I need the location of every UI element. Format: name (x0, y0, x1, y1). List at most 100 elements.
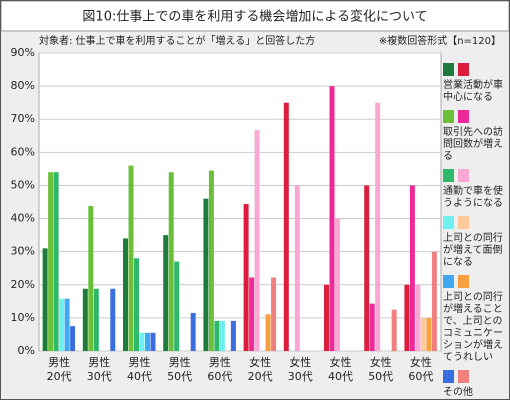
y-tick-label: 70% (11, 112, 35, 125)
legend-swatch (458, 216, 469, 229)
bar (324, 284, 330, 351)
bar (139, 332, 145, 351)
legend-swatch (443, 370, 454, 383)
bar (426, 317, 432, 351)
x-tick-label: 女性 (370, 355, 392, 369)
bar (123, 238, 129, 351)
legend-swatch (458, 63, 469, 76)
legend-swatches (443, 63, 507, 80)
bar (208, 170, 214, 351)
y-tick-label: 60% (11, 145, 35, 158)
x-tick-label: 女性 (249, 355, 271, 369)
legend-swatch (443, 275, 454, 288)
x-tick-label: 男性 (209, 355, 231, 369)
legend-swatch (458, 110, 469, 123)
bar (391, 309, 397, 351)
x-tick-label: 男性 (88, 355, 110, 369)
bar (203, 198, 209, 351)
y-tick-label: 40% (11, 212, 35, 225)
legend-swatch (458, 275, 469, 288)
x-tick-label: 60代 (207, 370, 232, 383)
bar (42, 248, 48, 351)
legend-swatches (443, 169, 507, 186)
x-tick-label: 30代 (87, 370, 112, 383)
bar (283, 102, 289, 352)
legend-swatches (443, 216, 507, 233)
bar (375, 102, 381, 352)
x-tick-label: 40代 (328, 370, 353, 383)
legend-swatch (443, 110, 454, 123)
legend-label: 取引先への訪問回数が増える (443, 127, 503, 162)
plot-area (38, 52, 442, 352)
bar (271, 277, 277, 351)
bar (82, 288, 88, 351)
bar (420, 317, 426, 351)
bar (168, 172, 174, 351)
bar (369, 303, 375, 351)
chart-note: ※複数回答形式【n=120】 (379, 34, 501, 47)
y-tick-label: 20% (11, 278, 35, 291)
x-tick-label: 60代 (408, 370, 433, 383)
x-tick-label: 女性 (330, 355, 352, 369)
legend-swatches (443, 275, 507, 292)
legend-swatches (443, 370, 507, 387)
x-tick-label: 女性 (289, 355, 311, 369)
bar (219, 320, 225, 351)
bar (128, 165, 134, 351)
bar (364, 185, 370, 351)
bar (163, 235, 169, 351)
legend-label: 営業活動が車中心になる (443, 80, 503, 103)
chart-subtitle: 対象者: 仕事上で車を利用することが「増える」と回答した方 (39, 34, 315, 47)
bar (190, 312, 196, 351)
x-tick-label: 30代 (288, 370, 313, 383)
bar (294, 185, 300, 351)
bar (53, 172, 59, 351)
legend-item: 取引先への訪問回数が増える (443, 110, 507, 163)
bar (64, 298, 70, 351)
y-tick-label: 90% (11, 46, 35, 59)
bar (254, 130, 260, 351)
y-tick-label: 10% (11, 311, 35, 324)
legend-item: 営業活動が車中心になる (443, 63, 507, 104)
x-tick-label: 男性 (48, 355, 70, 369)
bar (48, 172, 54, 351)
bar (230, 320, 236, 351)
x-tick-label: 40代 (127, 370, 152, 383)
bar (70, 326, 76, 351)
legend: 営業活動が車中心になる取引先への訪問回数が増える通勤で車を使うようになる上司との… (443, 63, 507, 399)
legend-label: 上司との同行が増えて面倒になる (443, 233, 503, 268)
x-tick-label: 50代 (368, 370, 393, 383)
bar (93, 288, 99, 351)
bar (404, 284, 410, 351)
bar (174, 261, 180, 351)
bar (150, 332, 156, 351)
bar (415, 284, 421, 351)
title-bar (1, 1, 509, 32)
bar (134, 258, 139, 351)
bar (243, 203, 249, 351)
y-tick-label: 80% (11, 79, 35, 92)
bar (214, 320, 220, 351)
legend-item: 上司との同行が増えることで、上司とのコミュニケーションが増えてうれしい (443, 275, 507, 364)
y-tick-label: 30% (11, 245, 35, 258)
bar (431, 251, 437, 351)
bar (59, 298, 65, 351)
x-tick-label: 女性 (410, 355, 432, 369)
legend-label: 上司との同行が増えることで、上司とのコミュニケーションが増えてうれしい (443, 292, 503, 363)
bar (409, 185, 415, 351)
x-tick-label: 男性 (169, 355, 191, 369)
bar (265, 314, 271, 351)
legend-label: 通勤で車を使うようになる (443, 186, 503, 209)
bar (335, 218, 340, 351)
chart-title: 図10:仕事上での車を利用する機会増加による変化について (82, 9, 427, 25)
legend-item: 通勤で車を使うようになる (443, 169, 507, 210)
legend-swatch (443, 63, 454, 76)
bar (144, 332, 150, 351)
x-tick-label: 50代 (167, 370, 192, 383)
x-tick-label: 20代 (248, 370, 273, 383)
legend-swatch (458, 370, 469, 383)
legend-swatches (443, 110, 507, 127)
y-tick-label: 50% (11, 178, 35, 191)
y-tick-label: 0% (18, 344, 35, 357)
